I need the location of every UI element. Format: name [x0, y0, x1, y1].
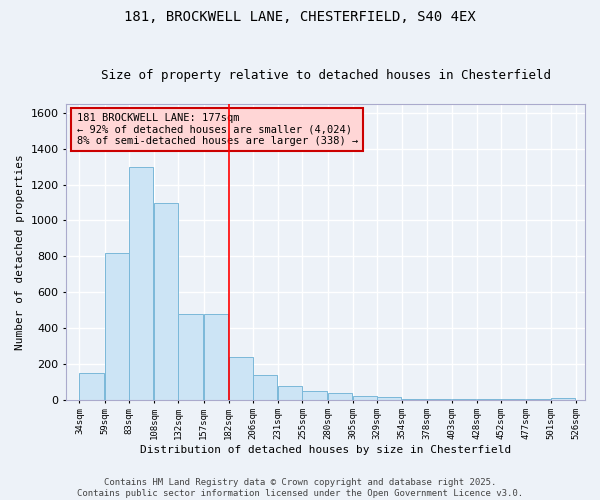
Bar	[203, 314, 228, 400]
Bar	[154, 202, 178, 400]
Bar	[178, 314, 203, 400]
Bar	[452, 398, 476, 400]
Bar	[253, 376, 277, 400]
Y-axis label: Number of detached properties: Number of detached properties	[15, 154, 25, 350]
Bar	[526, 398, 551, 400]
Bar	[403, 398, 427, 400]
Text: 181, BROCKWELL LANE, CHESTERFIELD, S40 4EX: 181, BROCKWELL LANE, CHESTERFIELD, S40 4…	[124, 10, 476, 24]
Bar	[427, 398, 451, 400]
Bar	[353, 396, 377, 400]
Bar	[501, 398, 526, 400]
Title: Size of property relative to detached houses in Chesterfield: Size of property relative to detached ho…	[101, 69, 551, 82]
Bar	[302, 390, 326, 400]
Bar	[129, 166, 153, 400]
X-axis label: Distribution of detached houses by size in Chesterfield: Distribution of detached houses by size …	[140, 445, 511, 455]
Bar	[278, 386, 302, 400]
Bar	[551, 398, 575, 400]
Bar	[79, 372, 104, 400]
Bar	[328, 394, 352, 400]
Bar	[477, 398, 501, 400]
Text: 181 BROCKWELL LANE: 177sqm
← 92% of detached houses are smaller (4,024)
8% of se: 181 BROCKWELL LANE: 177sqm ← 92% of deta…	[77, 113, 358, 146]
Bar	[104, 252, 129, 400]
Bar	[377, 397, 401, 400]
Bar	[229, 358, 253, 400]
Text: Contains HM Land Registry data © Crown copyright and database right 2025.
Contai: Contains HM Land Registry data © Crown c…	[77, 478, 523, 498]
